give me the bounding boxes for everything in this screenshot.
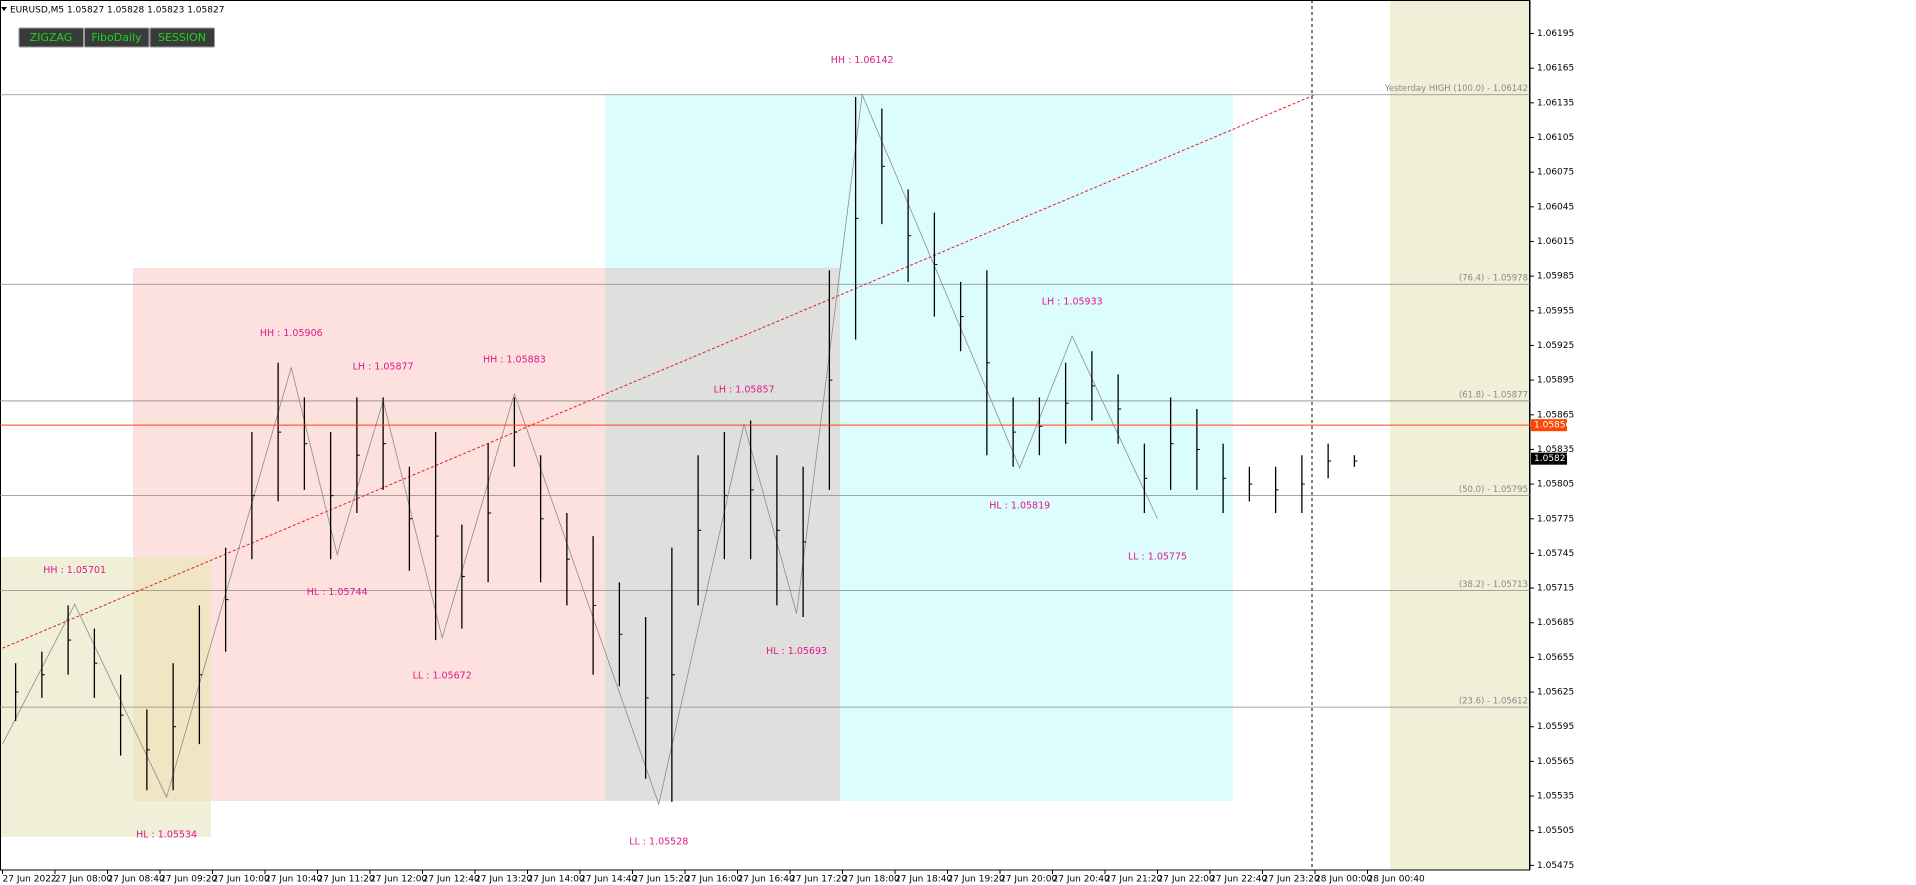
y-tick-label: 1.05775 (1537, 514, 1574, 524)
session-future (1390, 0, 1530, 870)
x-tick-label: 27 Jun 11:20 (318, 875, 375, 885)
y-tick-label: 1.05685 (1537, 618, 1574, 628)
x-tick-label: 27 Jun 22:00 (1158, 875, 1215, 885)
x-tick-label: 27 Jun 09:20 (160, 875, 217, 885)
price-tag (1531, 419, 1567, 432)
x-tick-label: 27 Jun 16:40 (738, 875, 795, 885)
fibo-label: (38.2) - 1.05713 (1459, 580, 1528, 590)
trendline (2, 94, 1316, 649)
zigzag-label: LL : 1.05775 (1128, 551, 1187, 562)
y-tick-label: 1.06045 (1537, 202, 1574, 212)
x-tick-label: 27 Jun 14:00 (528, 875, 585, 885)
session-box (605, 268, 840, 801)
zigzag-label: LL : 1.05672 (413, 670, 472, 681)
y-tick-label: 1.06105 (1537, 133, 1574, 143)
fibo-label: (50.0) - 1.05795 (1459, 485, 1528, 495)
y-tick-label: 1.05535 (1537, 792, 1574, 802)
zigzag-label: HL : 1.05693 (766, 646, 827, 657)
x-tick-label: 27 Jun 12:40 (423, 875, 480, 885)
y-tick-label: 1.05955 (1537, 306, 1574, 316)
x-tick-label: 27 Jun 08:00 (55, 875, 112, 885)
button[interactable] (18, 27, 84, 48)
x-tick-label: 27 Jun 20:40 (1053, 875, 1110, 885)
fibo-label: (61.8) - 1.05877 (1459, 390, 1528, 400)
zigzag-label: LL : 1.05528 (629, 837, 688, 848)
y-tick-label: 1.05655 (1537, 653, 1574, 663)
y-tick-label: 1.05985 (1537, 272, 1574, 282)
y-tick-label: 1.05805 (1537, 480, 1574, 490)
price-tag-label: 1.05827 (1534, 454, 1571, 464)
x-tick-label: 27 Jun 2022 (3, 875, 57, 885)
y-tick-label: 1.06165 (1537, 64, 1574, 74)
fibo-label: (23.6) - 1.05612 (1459, 697, 1528, 707)
y-tick-label: 1.05835 (1537, 445, 1574, 455)
button[interactable] (149, 27, 215, 48)
x-tick-label: 27 Jun 15:20 (633, 875, 690, 885)
price-tag-label: 1.05856 (1534, 421, 1571, 431)
zigzag (2, 93, 1158, 806)
button-label[interactable]: ZIGZAG (30, 31, 73, 44)
zigzag-label: HH : 1.05701 (43, 565, 106, 576)
zigzag-label: LH : 1.05933 (1042, 297, 1103, 308)
x-tick-label: 27 Jun 16:00 (685, 875, 742, 885)
x-tick-label: 27 Jun 17:20 (790, 875, 847, 885)
button-label[interactable]: FiboDaily (91, 31, 142, 44)
x-tick-label: 27 Jun 21:20 (1105, 875, 1162, 885)
y-tick-label: 1.05565 (1537, 757, 1574, 767)
y-tick-label: 1.05475 (1537, 861, 1574, 871)
menu-arrow (1, 7, 7, 11)
zigzag-label: HH : 1.05906 (260, 328, 323, 339)
x-tick-label: 27 Jun 08:40 (108, 875, 165, 885)
x-tick-label: 27 Jun 10:40 (265, 875, 322, 885)
zigzag-label: LH : 1.05857 (714, 385, 775, 396)
y-tick-label: 1.06135 (1537, 98, 1574, 108)
x-tick-label: 27 Jun 12:00 (370, 875, 427, 885)
x-tick-label: 27 Jun 10:00 (213, 875, 270, 885)
x-tick-label: 27 Jun 13:20 (475, 875, 532, 885)
y-tick-label: 1.05595 (1537, 722, 1574, 732)
header: EURUSD,M5 1.05827 1.05828 1.05823 1.0582… (10, 6, 224, 16)
zigzag-label: HL : 1.05744 (307, 587, 368, 598)
y-tick-label: 1.05715 (1537, 584, 1574, 594)
y-tick-label: 1.05625 (1537, 688, 1574, 698)
fibo-label: Yesterday HIGH (100.0) - 1.06142 (1384, 84, 1528, 94)
y-tick-label: 1.05865 (1537, 410, 1574, 420)
button[interactable] (84, 27, 150, 48)
zigzag-label: HH : 1.06142 (831, 55, 894, 66)
zigzag-label: HL : 1.05534 (136, 830, 197, 841)
zigzag-label: HH : 1.05883 (483, 354, 546, 365)
y-tick-label: 1.06195 (1537, 29, 1574, 39)
zigzag-label: LH : 1.05877 (353, 361, 414, 372)
x-tick-label: 28 Jun 00:40 (1368, 875, 1425, 885)
zigzag-label: HL : 1.05819 (989, 500, 1050, 511)
price-tag (1531, 452, 1567, 465)
x-tick-label: 28 Jun 00:00 (1315, 875, 1372, 885)
x-tick-label: 27 Jun 22:40 (1210, 875, 1267, 885)
session-overlap (133, 557, 211, 801)
x-tick-label: 27 Jun 18:40 (895, 875, 952, 885)
fibo-label: (76.4) - 1.05978 (1459, 274, 1528, 284)
x-tick-label: 27 Jun 23:20 (1263, 875, 1320, 885)
y-tick-label: 1.05895 (1537, 376, 1574, 386)
x-tick-label: 27 Jun 20:00 (1000, 875, 1057, 885)
y-tick-label: 1.05745 (1537, 549, 1574, 559)
y-tick-label: 1.06075 (1537, 168, 1574, 178)
session-box (133, 268, 605, 801)
x-tick-label: 27 Jun 18:00 (843, 875, 900, 885)
x-tick-label: 27 Jun 19:20 (948, 875, 1005, 885)
y-tick-label: 1.05505 (1537, 826, 1574, 836)
y-tick-label: 1.06015 (1537, 237, 1574, 247)
button-label[interactable]: SESSION (158, 31, 206, 44)
y-tick-label: 1.05925 (1537, 341, 1574, 351)
x-tick-label: 27 Jun 14:40 (580, 875, 637, 885)
